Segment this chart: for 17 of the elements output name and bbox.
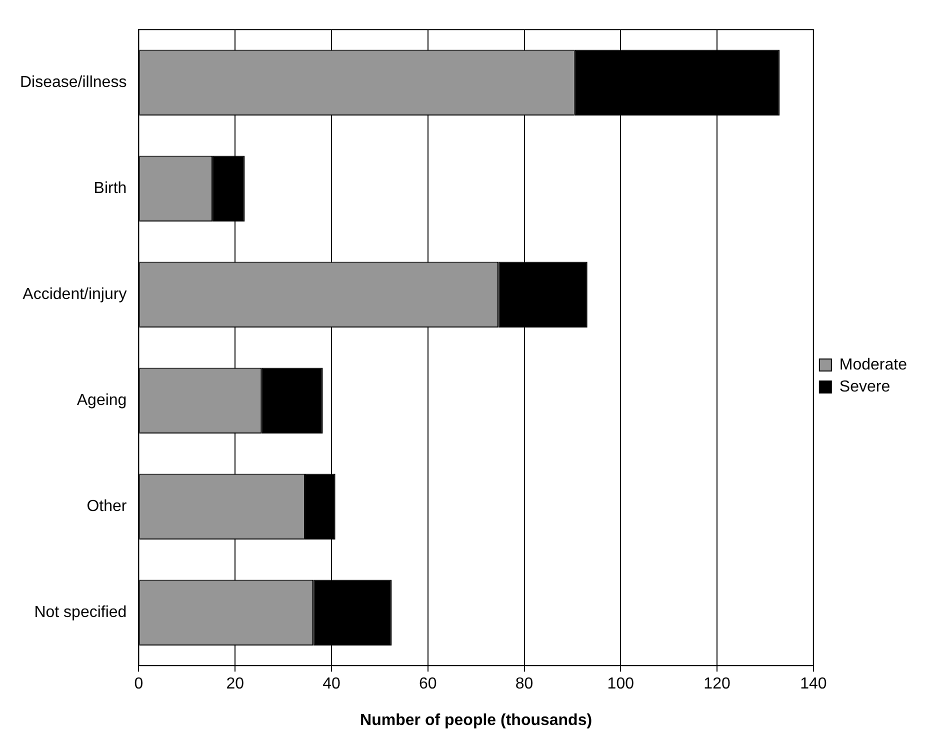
y-tick-label: Ageing [76, 392, 127, 410]
y-tick-label: Not specified [34, 604, 127, 622]
y-tick-label: Disease/illness [20, 74, 127, 92]
x-tick-label: 80 [515, 676, 534, 693]
x-tick-label: 20 [226, 676, 244, 693]
y-tick-label: Birth [94, 180, 127, 198]
x-tick-label: 120 [704, 676, 730, 693]
y-tick-label: Accident/injury [22, 286, 127, 304]
y-tick-label: Other [86, 498, 128, 516]
x-axis-title: Number of people (thousands) [360, 712, 592, 729]
x-tick-label: 0 [134, 676, 144, 693]
x-tick-label: 60 [418, 676, 437, 693]
legend-label: Severe [839, 378, 890, 396]
x-tick-label: 100 [607, 676, 634, 693]
legend-label: Moderate [839, 356, 908, 374]
x-tick-label: 140 [800, 676, 827, 693]
x-tick-label: 40 [322, 676, 340, 693]
